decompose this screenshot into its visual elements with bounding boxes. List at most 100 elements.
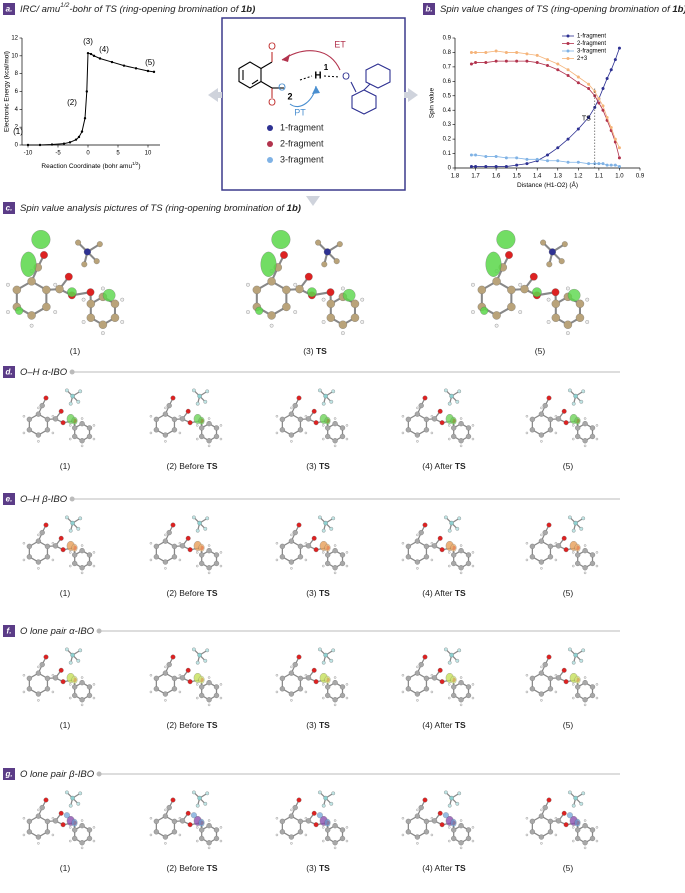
orbital-lobe <box>20 251 37 277</box>
atom <box>451 827 457 833</box>
atom <box>332 697 338 703</box>
atom <box>455 658 460 663</box>
atom <box>27 277 36 286</box>
atom <box>275 817 279 820</box>
atom <box>321 320 326 324</box>
annotation: (5) <box>145 58 155 67</box>
molecule <box>22 515 96 575</box>
atom <box>26 686 32 692</box>
molecule <box>525 388 599 448</box>
atom <box>178 674 182 677</box>
x-axis-label: Reaction Coordinate (bohr amu1/2) <box>41 161 140 170</box>
atom <box>37 665 40 669</box>
atom <box>332 548 338 554</box>
atom <box>83 248 91 256</box>
text-part: (5) <box>563 461 574 471</box>
atom <box>207 417 211 420</box>
atom <box>81 320 86 324</box>
panel-title: O–H β-IBO <box>20 494 68 505</box>
atom <box>547 675 554 681</box>
atom <box>164 406 167 410</box>
panel-tag <box>3 768 15 780</box>
atom <box>332 680 338 686</box>
atom <box>572 437 575 441</box>
atom <box>279 554 285 560</box>
atom <box>51 817 55 820</box>
atom <box>423 675 430 681</box>
atom <box>37 440 40 443</box>
atom <box>213 692 220 699</box>
atom <box>290 567 293 570</box>
mechanism-label: O <box>278 83 286 94</box>
atom <box>572 839 575 843</box>
orbital-lobe <box>324 543 331 552</box>
atom <box>455 801 460 806</box>
atom <box>72 560 78 567</box>
atom <box>22 817 26 820</box>
atom <box>37 406 40 410</box>
atom <box>304 272 313 281</box>
legend-marker <box>566 49 570 53</box>
atom <box>246 282 250 287</box>
atom <box>437 535 443 541</box>
atom <box>538 411 545 417</box>
atom <box>58 535 64 541</box>
atom <box>43 395 49 401</box>
atom <box>149 415 153 418</box>
atom <box>457 516 462 521</box>
atom <box>405 818 411 824</box>
atom <box>153 543 159 549</box>
point <box>566 68 570 72</box>
atom <box>572 826 575 829</box>
atom <box>26 675 32 681</box>
atom <box>269 323 274 328</box>
atom <box>345 424 349 427</box>
atom <box>339 692 346 699</box>
point <box>494 49 498 53</box>
atom <box>196 696 199 700</box>
atom <box>505 251 513 259</box>
atom <box>345 564 349 568</box>
text-part: Reaction Coordinate (bohr amu <box>41 163 132 170</box>
atom <box>313 547 319 553</box>
atom <box>171 416 178 422</box>
atom <box>219 826 223 829</box>
text-part: -bohr of TS (ring-opening bromination of <box>69 4 241 15</box>
atom <box>582 565 588 571</box>
text-part: (5) <box>563 588 574 598</box>
atom <box>325 560 331 567</box>
atom <box>430 542 434 545</box>
atom <box>451 835 457 842</box>
atom <box>51 542 55 545</box>
atom <box>525 674 529 677</box>
atom <box>313 679 319 685</box>
atom <box>78 648 83 653</box>
text-part: 1/2 <box>60 2 70 9</box>
atom <box>149 431 153 435</box>
atom <box>465 827 472 833</box>
atom <box>86 299 95 309</box>
text-part: IRC/ amu <box>20 4 61 15</box>
point <box>515 156 519 160</box>
atom <box>585 297 590 302</box>
atom <box>329 658 334 663</box>
atom <box>431 818 438 824</box>
atom <box>51 833 55 837</box>
atom <box>423 818 430 824</box>
atom <box>92 437 96 441</box>
atom <box>292 661 298 668</box>
atom <box>26 543 32 549</box>
mechanism-label: O <box>268 42 276 53</box>
atom <box>595 826 599 829</box>
atom <box>339 560 346 567</box>
panel-title: Spin value changes of TS (ring-opening b… <box>440 4 685 15</box>
atom <box>448 437 451 441</box>
panel-tag <box>3 3 15 15</box>
atom <box>70 652 75 658</box>
y-tick-label: 0.6 <box>443 79 452 85</box>
point <box>469 50 473 54</box>
image-label: (4) After TS <box>422 720 466 730</box>
atom <box>292 804 298 811</box>
atom <box>582 697 588 703</box>
y-tick-label: 0.3 <box>443 122 452 128</box>
